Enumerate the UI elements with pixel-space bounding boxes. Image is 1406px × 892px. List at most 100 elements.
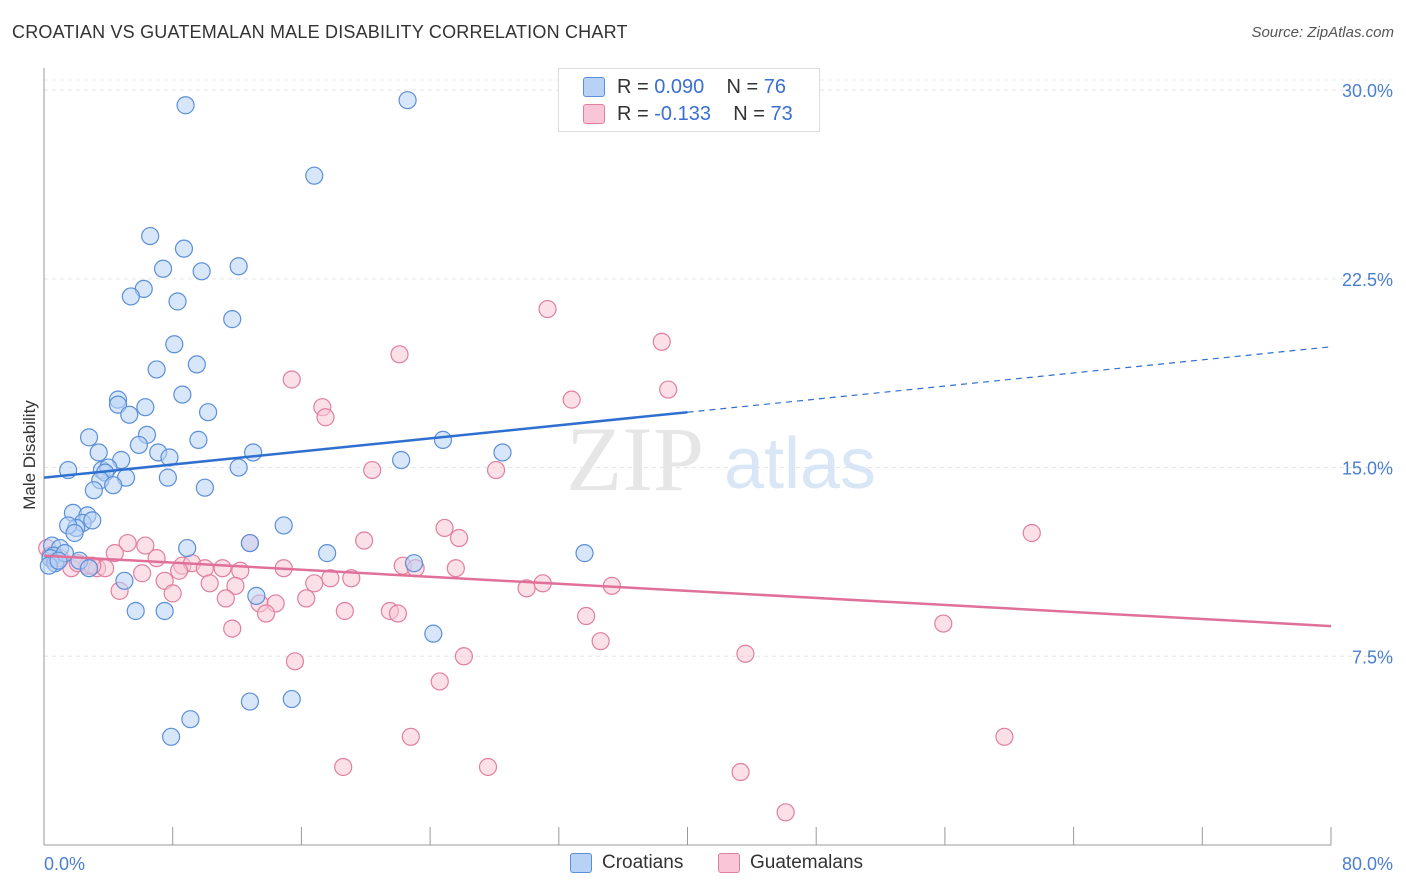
croatians-point <box>115 571 134 590</box>
stats-legend: R = 0.090 N = 76 R = -0.133 N = 73 <box>558 68 820 132</box>
guatemalans-point <box>446 559 465 578</box>
guatemalans-point <box>105 544 124 563</box>
croatians-points <box>39 91 594 746</box>
guatemalans-point <box>335 601 354 621</box>
guatemalans-point <box>256 604 276 623</box>
croatians-point <box>136 398 155 417</box>
legend-r-value: -0.133 <box>654 102 711 125</box>
guatemalans-point <box>297 589 316 608</box>
croatians-point <box>79 428 99 447</box>
croatians-point <box>153 259 173 278</box>
guatemalans-point <box>316 408 335 427</box>
watermark-zip: ZIP <box>566 408 704 510</box>
croatians-point <box>174 239 194 258</box>
series-legend: Croatians Guatemalans <box>0 852 1406 876</box>
croatians-trend-line <box>43 410 688 479</box>
guatemalans-points <box>38 299 1041 822</box>
legend-row-croatians: R = 0.090 N = 76 <box>583 74 786 100</box>
guatemalans-point <box>478 757 498 777</box>
croatians-legend-swatch <box>570 853 592 873</box>
croatians-point <box>141 226 160 246</box>
croatians-point <box>79 559 99 578</box>
croatians-point <box>244 443 263 462</box>
croatians-point <box>108 395 128 414</box>
guatemalans-point <box>282 370 301 389</box>
croatians-point <box>229 257 248 276</box>
y-tick-label: 30.0% <box>1342 81 1393 101</box>
legend-item-croatians[interactable]: Croatians <box>570 852 683 874</box>
croatians-point <box>104 476 123 495</box>
guatemalans-point <box>223 619 242 638</box>
croatians-point <box>129 435 149 455</box>
croatians-point <box>84 481 103 500</box>
x-tick-label: 0.0% <box>44 854 85 874</box>
croatians-point <box>433 430 453 449</box>
croatians-point <box>392 450 411 470</box>
croatians-point <box>168 292 187 311</box>
croatians-point <box>247 586 266 605</box>
guatemalans-point <box>133 564 152 583</box>
guatemalans-trend-line <box>43 554 1332 628</box>
legend-r-label: R = <box>617 75 649 98</box>
guatemalans-point <box>170 561 189 580</box>
guatemalans-point <box>401 727 420 746</box>
croatians-point <box>575 544 594 563</box>
guatemalans-point <box>305 574 324 593</box>
x-tick-label: 80.0% <box>1342 854 1393 874</box>
guatemalans-point <box>355 531 374 550</box>
legend-row-guatemalans: R = -0.133 N = 73 <box>583 101 793 127</box>
croatians-point <box>305 166 324 185</box>
legend-item-guatemalans[interactable]: Guatemalans <box>718 852 863 874</box>
croatians-point <box>181 710 200 729</box>
guatemalans-point <box>435 518 454 538</box>
watermark-atlas: atlas <box>724 424 876 504</box>
croatians-point <box>176 96 195 115</box>
croatians-point <box>192 262 211 281</box>
guatemalans-point <box>562 390 581 409</box>
croatians-point <box>240 692 260 711</box>
croatians-point <box>155 601 174 621</box>
guatemalans-point <box>363 460 382 480</box>
croatians-point <box>198 403 218 422</box>
guatemalans-point <box>934 614 953 633</box>
croatians-point <box>147 360 166 379</box>
legend-n-label: N = <box>733 102 765 125</box>
croatians-point <box>240 533 260 553</box>
guatemalans-point <box>390 345 409 364</box>
guatemalans-point <box>231 561 250 580</box>
croatians-point <box>195 478 214 497</box>
croatians-point <box>161 727 181 746</box>
chart-title: CROATIAN VS GUATEMALAN MALE DISABILITY C… <box>12 22 628 42</box>
croatians-point <box>178 538 197 558</box>
croatians-point <box>165 335 184 354</box>
guatemalans-point <box>659 380 678 399</box>
croatians-point <box>187 355 206 374</box>
legend-r-label: R = <box>617 102 649 125</box>
guatemalans-point <box>216 589 235 608</box>
croatians-swatch <box>583 77 605 97</box>
croatians-point <box>493 443 512 462</box>
croatians-point <box>404 554 424 573</box>
croatians-point <box>223 310 242 329</box>
guatemalans-point <box>776 803 795 822</box>
guatemalans-point <box>538 299 557 319</box>
legend-n-value: 76 <box>763 75 787 98</box>
croatians-point <box>274 516 293 535</box>
croatians-point <box>158 468 177 487</box>
guatemalans-point <box>388 604 408 623</box>
croatians-point <box>126 601 145 621</box>
croatians-point <box>83 511 102 530</box>
croatians-point <box>120 405 139 424</box>
guatemalans-point <box>163 584 182 603</box>
guatemalans-point <box>995 727 1014 746</box>
croatians-trend-extension <box>687 346 1332 413</box>
guatemalans-point <box>486 460 506 480</box>
y-tick-label: 22.5% <box>1342 270 1393 290</box>
croatians-point <box>229 458 248 477</box>
guatemalans-point <box>517 579 536 598</box>
guatemalans-point <box>577 606 596 626</box>
guatemalans-point <box>334 757 353 777</box>
guatemalans-point <box>321 569 340 588</box>
croatians-point <box>65 523 84 543</box>
